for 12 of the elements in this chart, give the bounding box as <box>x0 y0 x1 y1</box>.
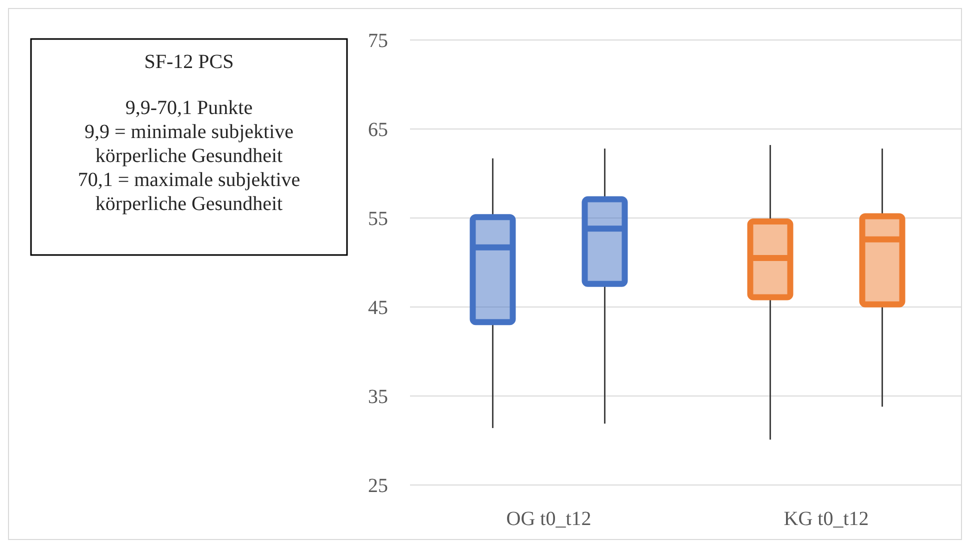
x-tick-label: OG t0_t12 <box>506 508 592 530</box>
y-tick-label: 65 <box>368 119 388 141</box>
y-tick-label: 35 <box>368 386 388 408</box>
y-tick-label: 55 <box>368 208 388 230</box>
text: 70,1 = maximale subjektive körperliche Gesundheit <box>78 169 300 215</box>
text: SF-12 PCS <box>144 51 234 73</box>
y-tick-label: 75 <box>368 30 388 52</box>
y-tick-label: 25 <box>368 475 388 497</box>
text: 9,9 = minimale subjektive körperliche Gesundheit <box>84 121 294 167</box>
x-tick-label: KG t0_t12 <box>784 508 869 530</box>
y-tick-label: 45 <box>368 297 388 319</box>
text: 9,9-70,1 Punkte <box>125 97 253 119</box>
